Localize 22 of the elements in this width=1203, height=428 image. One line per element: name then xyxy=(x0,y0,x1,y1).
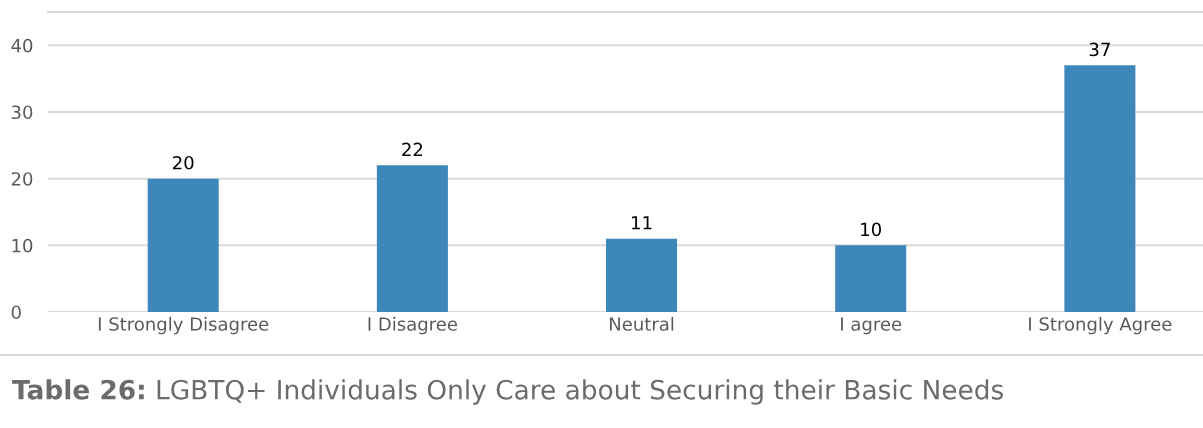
bar xyxy=(1064,65,1136,312)
data-label: 11 xyxy=(632,216,652,230)
bar xyxy=(147,178,219,312)
bar xyxy=(606,238,678,312)
x-tick-label: I Strongly Disagree xyxy=(98,316,269,335)
y-tick-label: 10 xyxy=(12,238,33,253)
y-tick-label: 40 xyxy=(11,38,33,53)
x-tick-label: Neutral xyxy=(609,316,674,331)
data-label: 10 xyxy=(861,222,881,237)
data-label: 22 xyxy=(402,142,423,157)
x-tick-label: I Strongly Agree xyxy=(1029,316,1172,335)
x-tick-label: I Disagree xyxy=(368,316,457,335)
caption: Table 26: xyxy=(12,379,144,400)
bar xyxy=(835,245,907,312)
y-tick-label: 0 xyxy=(11,305,21,320)
y-tick-label: 30 xyxy=(11,105,33,120)
x-tick-label: I agree xyxy=(841,317,902,335)
data-label: 20 xyxy=(173,155,194,170)
y-tick-label: 20 xyxy=(11,172,33,186)
data-label: 37 xyxy=(1089,42,1110,57)
bar xyxy=(376,165,448,312)
text: LGBTQ+ Individuals Only Care about Securing their Basic Needs xyxy=(157,379,1003,405)
